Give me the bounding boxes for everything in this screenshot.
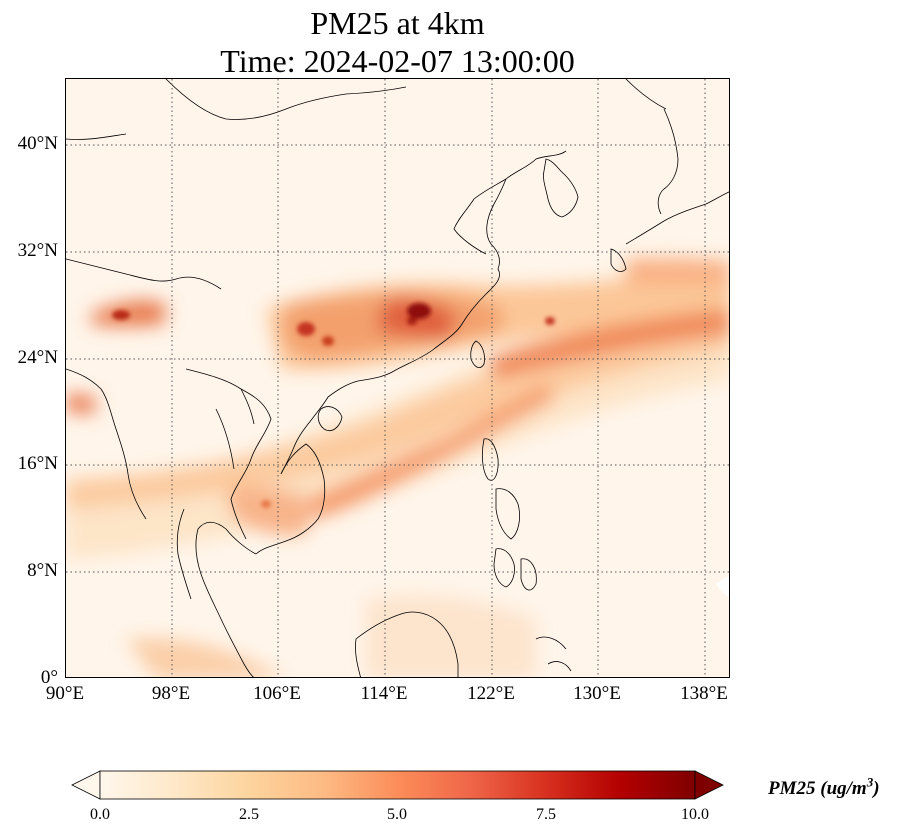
map-subtitle-time: Time: 2024-02-07 13:00:00 — [220, 43, 575, 79]
colorbar-label: PM25 (ug/m3) — [768, 775, 880, 800]
colorbar-tick-5: 5.0 — [387, 806, 407, 823]
map-title: PM25 at 4km — [310, 5, 485, 41]
pm25-hotspots — [112, 303, 555, 508]
map-canvas — [66, 79, 729, 677]
coastlines — [66, 79, 729, 677]
pm25-field — [66, 258, 729, 677]
colorbar-tick-10: 10.0 — [681, 806, 709, 823]
colorbar-tick-2-5: 2.5 — [239, 806, 259, 823]
lon-tick-114E: 114°E — [360, 683, 408, 704]
lon-tick-106E: 106°E — [253, 683, 301, 704]
lon-tick-90E: 90°E — [45, 683, 85, 704]
colorbar-tick-0: 0.0 — [90, 806, 110, 823]
lat-tick-8N: 8°N — [27, 560, 58, 581]
colorbar-extend-high — [694, 770, 724, 800]
lat-tick-40N: 40°N — [17, 133, 58, 154]
lat-tick-24N: 24°N — [17, 347, 58, 368]
gridlines — [66, 79, 729, 677]
lat-tick-32N: 32°N — [17, 240, 58, 261]
colorbar — [71, 770, 724, 800]
lon-tick-98E: 98°E — [151, 683, 191, 704]
colorbar-tick-7-5: 7.5 — [536, 806, 556, 823]
lon-tick-122E: 122°E — [467, 683, 515, 704]
lat-tick-0: 0° — [40, 667, 58, 688]
colorbar-extend-low — [71, 770, 101, 800]
lon-tick-138E: 138°E — [680, 683, 728, 704]
lat-tick-16N: 16°N — [17, 453, 58, 474]
lon-tick-130E: 130°E — [573, 683, 621, 704]
colorbar-gradient — [99, 770, 696, 800]
map-panel[interactable] — [65, 78, 730, 678]
